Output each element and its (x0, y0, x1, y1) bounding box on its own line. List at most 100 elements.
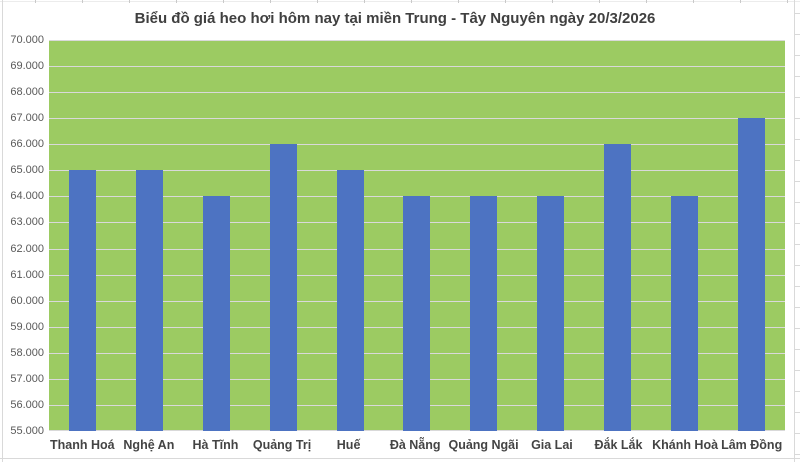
sheet-row-stub (794, 76, 800, 77)
bar-Đắk Lắk[interactable] (604, 144, 632, 431)
x-tick-label: Đắk Lắk (594, 438, 643, 452)
bar-slot-6 (450, 40, 517, 431)
sheet-row-stub (794, 118, 800, 119)
y-tick-label: 69.000 (10, 60, 44, 73)
sheet-row-stub (794, 181, 800, 182)
x-tick-label: Khánh Hoà (652, 438, 719, 452)
bar-Gia Lai[interactable] (537, 196, 565, 431)
sheet-row-line-bottom (0, 458, 800, 459)
sheet-column-tick (223, 0, 224, 3)
y-tick-label: 70.000 (10, 34, 44, 46)
sheet-row-stub (794, 13, 800, 14)
sheet-column-tick (35, 0, 36, 3)
x-tick-label: Gia Lai (531, 438, 573, 452)
gridline (49, 92, 785, 94)
x-tick-label: Quảng Trị (252, 438, 312, 452)
sheet-column-tick (505, 0, 506, 3)
sheet-row-stub (794, 433, 800, 434)
y-tick-label: 68.000 (10, 86, 44, 99)
bar-Đà Nẵng[interactable] (403, 196, 431, 431)
y-tick-label: 63.000 (10, 216, 44, 229)
sheet-row-stub (794, 34, 800, 35)
bar-slot-8 (584, 40, 651, 431)
sheet-row-stub (794, 349, 800, 350)
x-tick-label: Đà Nẵng (389, 438, 441, 452)
sheet-column-tick (411, 0, 412, 3)
sheet-column-line-left (2, 0, 3, 462)
sheet-row-stub (794, 307, 800, 308)
sheet-row-stub (794, 97, 800, 98)
sheet-row-stub (794, 286, 800, 287)
gridline (49, 144, 785, 146)
y-tick-label: 64.000 (10, 190, 44, 203)
x-tick-label: Lâm Đồng (721, 438, 783, 452)
bar-Hà Tĩnh[interactable] (202, 196, 230, 431)
sheet-column-tick (129, 0, 130, 3)
sheet-row-stub (794, 454, 800, 455)
sheet-row-stub (794, 412, 800, 413)
bar-slot-4 (317, 40, 384, 431)
sheet-column-tick (176, 0, 177, 3)
bar-Thanh Hoá[interactable] (68, 170, 96, 431)
sheet-row-stub (794, 55, 800, 56)
bar-Lâm Đồng[interactable] (738, 118, 766, 431)
sheet-row-stub (794, 328, 800, 329)
sheet-column-tick (552, 0, 553, 3)
sheet-row-stub (794, 223, 800, 224)
sheet-row-stub (794, 202, 800, 203)
y-tick-label: 65.000 (10, 164, 44, 177)
sheet-row-stub (794, 265, 800, 266)
bars-container (49, 40, 785, 431)
bar-slot-5 (384, 40, 451, 431)
x-tick-label: Nghệ An (123, 438, 175, 452)
sheet-column-tick (787, 0, 788, 3)
y-tick-label: 60.000 (10, 294, 44, 307)
bar-slot-3 (250, 40, 317, 431)
y-tick-label: 58.000 (10, 346, 44, 359)
x-axis: Thanh Hoá Nghệ An Hà Tĩnh Quảng Trị Huế Đà Nẵ… (49, 437, 785, 453)
gridline (49, 40, 785, 41)
gridline (49, 66, 785, 68)
x-tick-label: Huế (336, 438, 361, 452)
sheet-column-tick (599, 0, 600, 3)
sheet-row-stub (794, 370, 800, 371)
chart-title: Biểu đồ giá heo hơi hôm nay tại miền Tru… (134, 10, 656, 27)
x-tick-label: Thanh Hoá (49, 438, 115, 452)
sheet-column-tick (82, 0, 83, 3)
y-tick-label: 55.000 (10, 425, 44, 437)
sheet-column-tick (740, 0, 741, 3)
sheet-column-tick (270, 0, 271, 3)
bar-slot-2 (183, 40, 250, 431)
x-tick-label: Hà Tĩnh (192, 438, 239, 452)
sheet-row-stub (794, 139, 800, 140)
y-tick-label: 57.000 (10, 372, 44, 385)
x-tick-label: Quảng Ngãi (448, 438, 519, 452)
bar-Huế[interactable] (336, 170, 364, 431)
bar-slot-10 (718, 40, 785, 431)
sheet-column-tick (693, 0, 694, 3)
sheet-row-stub (794, 391, 800, 392)
bar-Quảng Ngãi[interactable] (470, 196, 498, 431)
y-tick-label: 61.000 (10, 268, 44, 281)
sheet-column-tick (458, 0, 459, 3)
bar-slot-9 (651, 40, 718, 431)
bar-Khánh Hoà[interactable] (671, 196, 699, 431)
y-tick-label: 66.000 (10, 138, 44, 151)
plot-area (49, 40, 785, 431)
y-tick-label: 67.000 (10, 112, 44, 125)
y-tick-label: 56.000 (10, 398, 44, 411)
y-axis: 70.000 69.000 68.000 67.000 66.000 65.000 64.0… (0, 34, 44, 437)
sheet-row-stub (794, 244, 800, 245)
sheet-row-line-top (0, 1, 800, 2)
bar-Nghệ An[interactable] (135, 170, 163, 431)
sheet-column-tick (646, 0, 647, 3)
bar-Quảng Trị[interactable] (269, 144, 297, 431)
sheet-column-line-right (794, 0, 795, 462)
y-tick-label: 59.000 (10, 320, 44, 333)
bar-slot-1 (116, 40, 183, 431)
sheet-column-tick (364, 0, 365, 3)
gridline (49, 118, 785, 120)
sheet-row-stub (794, 160, 800, 161)
gridline (49, 170, 785, 172)
